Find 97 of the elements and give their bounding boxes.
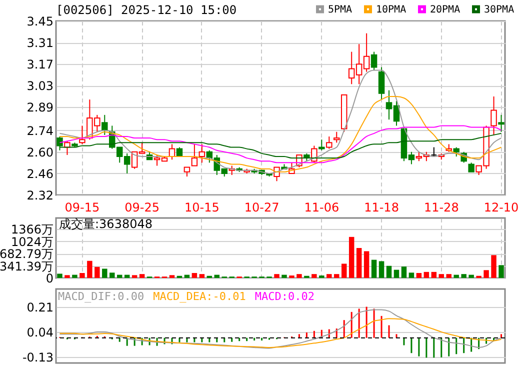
y-tick-label: 3.17 <box>26 58 54 72</box>
candlestick <box>64 140 70 156</box>
y-tick-label: 0.04 <box>26 325 54 340</box>
bar <box>72 274 78 278</box>
y-tick-label: 1024万 <box>10 234 54 249</box>
candlestick <box>370 51 378 71</box>
x-tick-label: 11-06 <box>304 200 340 214</box>
bar <box>408 272 414 278</box>
candlestick <box>102 114 108 136</box>
bar <box>124 274 130 278</box>
bar <box>132 275 138 278</box>
chart-title: [002506] 2025-12-10 15:00 <box>56 3 237 17</box>
y-tick-label: 2.46 <box>26 166 54 181</box>
candlestick <box>56 136 63 151</box>
line-series <box>59 318 502 348</box>
bar <box>139 274 145 278</box>
bar <box>64 275 70 278</box>
candlestick <box>378 66 385 100</box>
text: MACD:0.02 <box>254 290 315 303</box>
bar <box>116 274 122 278</box>
bar <box>484 270 489 278</box>
bar <box>94 266 100 278</box>
bar <box>468 274 474 278</box>
text: MACD_DEA:-0.01 <box>153 290 246 303</box>
bar <box>394 270 400 278</box>
bar <box>102 268 108 278</box>
bar <box>57 274 62 278</box>
x-tick-label: 12-10 <box>484 200 519 214</box>
y-tick-label: 2.60 <box>26 145 54 160</box>
bar <box>326 274 332 278</box>
bar <box>438 274 444 278</box>
bar <box>184 274 190 278</box>
bar <box>341 264 347 278</box>
text: MACD_DIF:0.00 <box>58 290 144 303</box>
y-tick-label: 2.89 <box>26 100 54 115</box>
candlestick <box>326 136 332 150</box>
bar <box>371 260 377 278</box>
candlestick <box>184 166 190 178</box>
y-tick-label: 2.32 <box>26 188 54 202</box>
chart-title: 成交量:3638048 <box>59 217 152 231</box>
candlestick <box>490 96 497 136</box>
bar <box>491 255 496 278</box>
y-tick-label: 0 <box>46 272 54 286</box>
x-tick-label: 10-27 <box>244 200 280 214</box>
bar <box>282 274 287 278</box>
y-tick-label: 3.31 <box>26 36 54 50</box>
bar <box>312 274 317 278</box>
bar <box>356 248 362 278</box>
candlestick <box>498 114 504 132</box>
candlestick <box>79 125 86 145</box>
line-series <box>59 309 502 349</box>
candlestick <box>468 162 474 172</box>
y-tick-label: 2.74 <box>26 124 54 138</box>
legend-label: 30PMA <box>484 4 514 16</box>
bar <box>169 275 175 278</box>
bar <box>274 274 280 278</box>
candlestick <box>453 146 460 158</box>
candlestick <box>334 131 340 144</box>
y-tick-label: 1366万 <box>10 222 54 237</box>
y-tick-label: 0.21 <box>26 300 54 314</box>
x-tick-label: 11-18 <box>364 200 399 214</box>
bar <box>386 266 392 278</box>
bar <box>454 274 459 278</box>
legend-label: 5PMA <box>328 4 352 16</box>
bar <box>199 274 205 278</box>
bar <box>424 272 430 278</box>
x-tick-label: 09-15 <box>64 200 100 214</box>
y-tick-label: 682.79万 <box>0 247 54 262</box>
bar <box>446 274 452 278</box>
y-tick-label: 3.03 <box>26 79 54 94</box>
candlestick <box>430 146 438 158</box>
bar <box>416 273 422 278</box>
legend-label: 20PMA <box>430 4 460 16</box>
x-tick-label: 10-15 <box>184 200 220 214</box>
bar <box>214 274 220 278</box>
bar <box>296 274 302 278</box>
candlestick <box>318 139 325 151</box>
candlestick <box>191 144 198 166</box>
bar <box>401 266 407 278</box>
x-tick-label: 11-28 <box>424 200 459 214</box>
candlestick <box>198 144 206 164</box>
legend-label: 10PMA <box>376 4 406 16</box>
y-tick-label: 341.39万 <box>0 259 54 274</box>
bar <box>461 274 466 278</box>
y-tick-label: 3.45 <box>26 14 54 28</box>
bar <box>348 236 354 278</box>
bar <box>431 272 437 278</box>
bar <box>378 261 384 278</box>
bar <box>87 260 92 278</box>
x-tick-label: 09-25 <box>124 200 160 214</box>
bar <box>498 265 504 278</box>
bar <box>80 273 85 278</box>
bar <box>334 274 340 278</box>
y-tick-label: -0.13 <box>22 350 54 365</box>
bar <box>192 273 198 278</box>
bar <box>364 251 370 278</box>
bar <box>110 272 115 278</box>
